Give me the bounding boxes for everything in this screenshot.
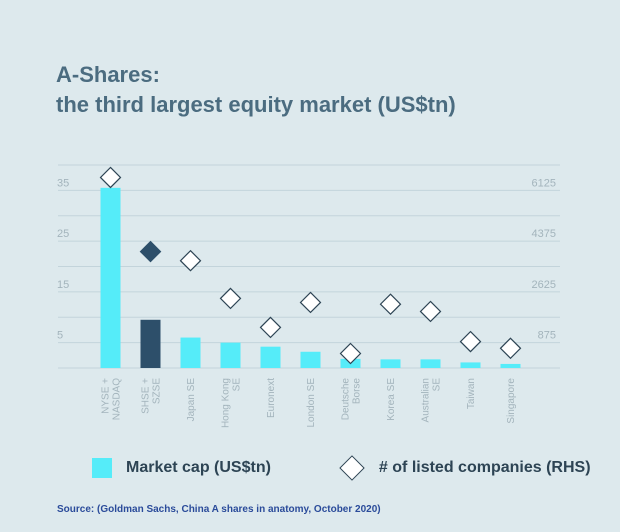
chart-legend: Market cap (US$tn) # of listed companies… bbox=[92, 455, 591, 481]
source-note: Source: (Goldman Sachs, China A shares i… bbox=[57, 504, 381, 515]
category-label: Taiwan bbox=[466, 378, 477, 409]
y-right-tick-label: 2625 bbox=[532, 279, 556, 291]
category-label: Euronext bbox=[266, 378, 277, 418]
diamond-marker bbox=[219, 287, 242, 310]
chart-title: A-Shares: the third largest equity marke… bbox=[56, 60, 456, 120]
legend-listed-companies-label: # of listed companies (RHS) bbox=[378, 459, 591, 476]
bar bbox=[140, 319, 161, 368]
bar bbox=[300, 351, 321, 368]
category-label: SHSE +SZSE bbox=[141, 378, 163, 414]
diamond-marker bbox=[139, 240, 162, 263]
y-left-tick-label: 5 bbox=[57, 330, 63, 342]
diamond-marker bbox=[259, 316, 282, 339]
legend-diamond-swatch bbox=[339, 455, 365, 481]
bar bbox=[380, 359, 401, 368]
y-left-tick-label: 25 bbox=[57, 228, 69, 240]
diamond-marker bbox=[419, 300, 442, 323]
legend-market-cap-label: Market cap (US$tn) bbox=[126, 459, 271, 476]
category-label: NYSE +NASDAQ bbox=[101, 378, 123, 420]
category-label: Korea SE bbox=[386, 378, 397, 421]
bar bbox=[460, 362, 481, 368]
chart-title-line-2: the third largest equity market (US$tn) bbox=[56, 92, 456, 117]
diamond-marker bbox=[339, 342, 362, 365]
diamond-marker bbox=[459, 330, 482, 353]
chart-title-line-1: A-Shares: bbox=[56, 62, 160, 87]
bar bbox=[220, 342, 241, 368]
diamond-marker bbox=[99, 166, 122, 189]
category-label: AustralianSE bbox=[421, 378, 443, 423]
category-label: DeutscheBorse bbox=[341, 378, 363, 421]
category-label: London SE bbox=[306, 378, 317, 428]
y-left-tick-label: 15 bbox=[57, 279, 69, 291]
category-label: Japan SE bbox=[186, 378, 197, 422]
category-label: Singapore bbox=[506, 378, 517, 424]
diamond-marker bbox=[379, 293, 402, 316]
diamond-marker bbox=[179, 249, 202, 272]
bar bbox=[260, 346, 281, 368]
y-right-tick-label: 4375 bbox=[532, 228, 556, 240]
y-right-tick-label: 875 bbox=[538, 330, 556, 342]
y-left-tick-label: 35 bbox=[57, 177, 69, 189]
bar bbox=[100, 187, 121, 368]
legend-bar-swatch bbox=[92, 458, 112, 478]
bar bbox=[420, 359, 441, 368]
category-label: Hong KongSE bbox=[221, 378, 243, 428]
diamond-marker bbox=[499, 337, 522, 360]
y-right-tick-label: 6125 bbox=[532, 177, 556, 189]
bar bbox=[180, 337, 201, 368]
bar bbox=[500, 363, 521, 368]
bar-chart: 5 15 25 35 875 2625 4375 6125 NYSE +NASDAQ SHSE +… bbox=[57, 164, 560, 428]
diamond-marker bbox=[299, 291, 322, 314]
